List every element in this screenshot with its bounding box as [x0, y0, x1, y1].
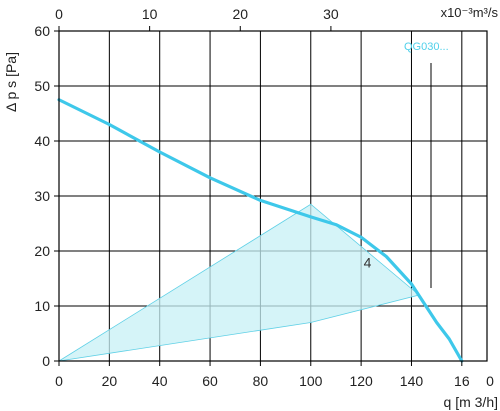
x-tick-label: 0 [55, 373, 63, 389]
series-label-qg030: QG030... [404, 41, 449, 53]
operating-region-area [58, 203, 420, 362]
x-tick-label: 40 [152, 373, 168, 389]
x-tick-label: 120 [349, 373, 373, 389]
x-tick-label: 60 [202, 373, 218, 389]
x-axis-end-label: 0 [486, 373, 494, 389]
top-tick-label: 20 [232, 6, 248, 22]
x-tick-label: 20 [102, 373, 118, 389]
y-tick-label: 50 [34, 78, 50, 94]
top-tick-label: 10 [142, 6, 158, 22]
x-tick-label: 16 [454, 373, 470, 389]
x-tick-label: 100 [299, 373, 323, 389]
y-tick-label: 30 [34, 188, 50, 204]
top-tick-label: 30 [323, 6, 339, 22]
y-axis-ticks: 0 10 20 30 40 50 60 [34, 23, 59, 369]
top-axis-unit-label: x10⁻³m³/s [441, 5, 499, 20]
y-tick-label: 60 [34, 23, 50, 39]
y-tick-label: 0 [42, 353, 50, 369]
series-line-qg030 [57, 98, 464, 363]
x-axis-ticks: 0 20 40 60 80 100 120 140 16 [55, 361, 470, 389]
top-tick-label: 0 [55, 6, 63, 22]
top-axis-ticks: 0 10 20 30 [55, 6, 339, 31]
x-axis-label: q [m 3/h] [444, 394, 498, 410]
curve-number-label: 4 [364, 255, 372, 271]
x-tick-label: 80 [253, 373, 269, 389]
y-tick-label: 10 [34, 298, 50, 314]
x-tick-label: 140 [400, 373, 424, 389]
y-axis-label: Δ p s [Pa] [3, 52, 19, 112]
chart-grid [59, 31, 487, 361]
y-tick-label: 20 [34, 243, 50, 259]
y-tick-label: 40 [34, 133, 50, 149]
